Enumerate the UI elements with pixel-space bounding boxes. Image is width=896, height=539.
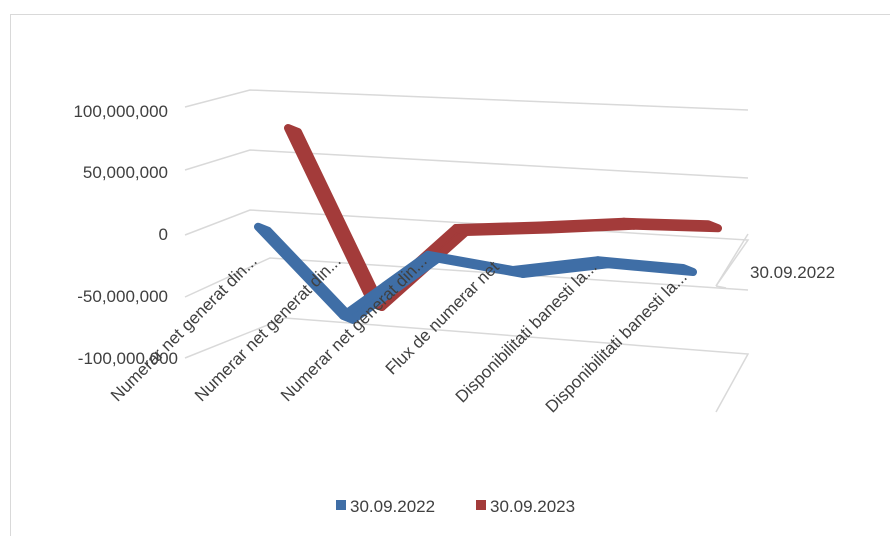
category-label: Numerar net generat din... bbox=[107, 251, 261, 405]
legend-swatch-2022 bbox=[336, 500, 346, 510]
y-axis-labels: 100,000,000 50,000,000 0 -50,000,000 -10… bbox=[73, 102, 178, 368]
legend-label: 30.09.2022 bbox=[350, 497, 435, 516]
depth-axis-tick bbox=[715, 285, 727, 289]
y-tick-label: 50,000,000 bbox=[83, 163, 168, 182]
legend: 30.09.2022 30.09.2023 bbox=[336, 497, 575, 516]
gridline-50m bbox=[184, 149, 749, 179]
series-segment-1-3 bbox=[536, 217, 638, 234]
y-tick-label: 0 bbox=[159, 225, 168, 244]
y-tick-label: -50,000,000 bbox=[77, 287, 168, 306]
category-label: Numerar net generat din... bbox=[191, 251, 345, 405]
gridline-neg50m bbox=[184, 257, 749, 298]
category-labels: Numerar net generat din...Numerar net ge… bbox=[107, 251, 691, 416]
legend-swatch-2023 bbox=[476, 500, 486, 510]
depth-axis-label: 30.09.2022 bbox=[750, 263, 835, 282]
series-segment-1-4 bbox=[620, 217, 722, 233]
chart-frame bbox=[10, 14, 890, 536]
depth-axis-line bbox=[715, 233, 749, 287]
gridline-neg100m bbox=[184, 317, 750, 413]
legend-label: 30.09.2023 bbox=[490, 497, 575, 516]
y-tick-label: 100,000,000 bbox=[73, 102, 168, 121]
series-segment-0-4 bbox=[594, 256, 697, 276]
gridlines bbox=[184, 89, 750, 413]
series-layer bbox=[254, 124, 722, 324]
y-tick-label: -100,000,000 bbox=[78, 349, 178, 368]
series-segment-1-2 bbox=[452, 221, 554, 236]
gridline-100m bbox=[184, 89, 749, 111]
